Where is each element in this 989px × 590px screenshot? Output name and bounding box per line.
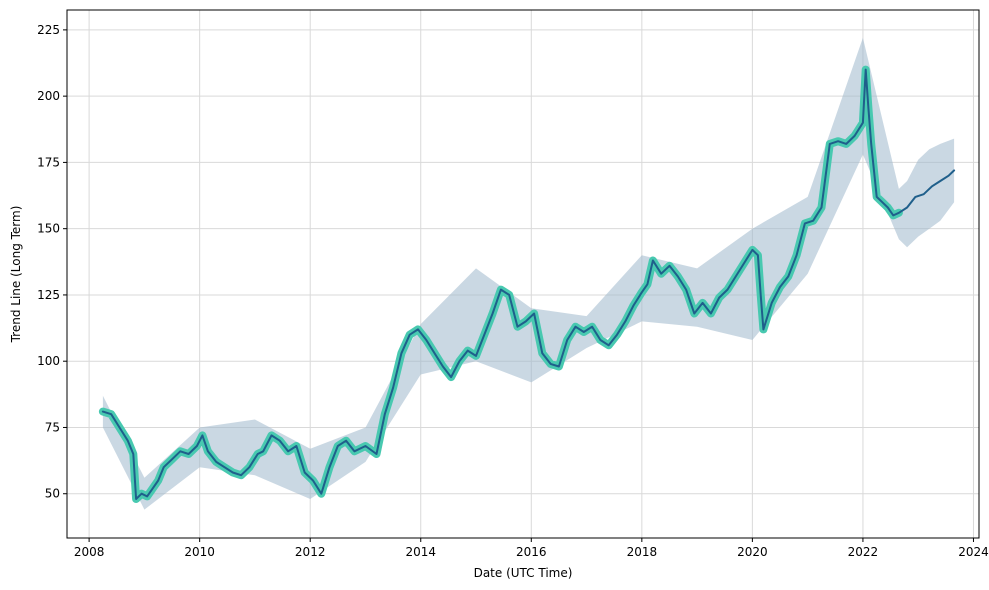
x-tick-label: 2022 (848, 545, 879, 559)
y-tick-label: 200 (37, 89, 60, 103)
x-tick-label: 2014 (405, 545, 436, 559)
y-tick-label: 50 (45, 487, 60, 501)
x-axis-ticks: 2008 2010 2012 2014 2016 2018 2020 2022 2024 (74, 538, 989, 559)
y-tick-label: 225 (37, 23, 60, 37)
x-tick-label: 2016 (516, 545, 547, 559)
confidence-band-layer (102, 37, 955, 510)
x-axis-label: Date (UTC Time) (474, 566, 573, 580)
x-tick-label: 2010 (184, 545, 215, 559)
y-tick-label: 75 (45, 420, 60, 434)
x-tick-label: 2018 (627, 545, 658, 559)
x-tick-label: 2012 (295, 545, 326, 559)
x-tick-label: 2020 (737, 545, 768, 559)
confidence-band (102, 37, 955, 510)
y-tick-label: 175 (37, 155, 60, 169)
plot-frame (66, 9, 980, 539)
y-axis-label: Trend Line (Long Term) (9, 206, 23, 344)
series-layer (98, 65, 956, 503)
y-tick-label: 100 (37, 354, 60, 368)
y-tick-label: 150 (37, 222, 60, 236)
y-tick-label: 125 (37, 288, 60, 302)
x-tick-label: 2008 (74, 545, 105, 559)
x-tick-label: 2024 (958, 545, 989, 559)
y-axis-ticks: 50 75 100 125 150 175 200 225 (37, 23, 67, 501)
trend-line (101, 68, 956, 500)
